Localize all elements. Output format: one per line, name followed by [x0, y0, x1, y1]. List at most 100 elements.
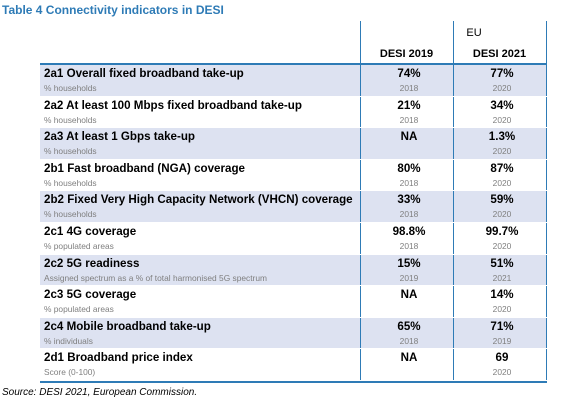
column-header-row: DESI 2019 DESI 2021	[40, 21, 547, 65]
table-row: 2c1 4G coverage % populated areas 98.8% 201…	[40, 222, 547, 255]
column-divider	[546, 128, 547, 159]
indicator-unit: % households	[44, 177, 97, 188]
column-divider	[453, 349, 454, 380]
value-desi-2021: 71%	[490, 319, 514, 333]
reference-year-desi-2021: 2020	[492, 367, 512, 378]
reference-year-desi-2019: 2018	[399, 114, 419, 125]
column-divider	[546, 159, 547, 191]
column-header-desi-2019: DESI 2019	[379, 48, 434, 60]
column-divider	[360, 349, 361, 380]
value-desi-2019: 33%	[397, 193, 421, 207]
column-divider	[453, 317, 454, 349]
indicator-unit: Assigned spectrum as a % of total harmon…	[44, 272, 267, 283]
group-header-row: EU	[40, 21, 547, 44]
table-body: 2a1 Overall fixed broadband take-up % hou…	[40, 65, 547, 381]
reference-year-desi-2019: 2018	[399, 240, 419, 251]
column-divider	[360, 317, 361, 349]
column-header-desi-2021: DESI 2021	[472, 48, 527, 60]
indicator-unit: % individuals	[44, 335, 93, 346]
column-divider	[453, 191, 454, 222]
indicator-unit: % households	[44, 209, 97, 220]
value-desi-2021: 87%	[490, 161, 514, 175]
value-desi-2019: 80%	[397, 161, 421, 175]
indicator-unit: % households	[44, 146, 97, 157]
table-row: 2c4 Mobile broadband take-up % individual…	[40, 317, 547, 350]
column-divider	[360, 159, 361, 191]
reference-year-desi-2021: 2020	[492, 177, 512, 188]
indicator-label: 2a2 At least 100 Mbps fixed broadband ta…	[44, 98, 302, 112]
indicator-unit: % populated areas	[44, 304, 114, 315]
source-note: Source: DESI 2021, European Commission.	[2, 387, 198, 398]
reference-year-desi-2019: 2018	[399, 209, 419, 220]
value-desi-2019: NA	[400, 351, 418, 365]
indicator-label: 2c2 5G readiness	[44, 256, 140, 270]
column-divider	[360, 65, 361, 96]
indicator-unit: % populated areas	[44, 240, 114, 251]
value-desi-2021: 14%	[490, 288, 514, 302]
reference-year-desi-2021: 2020	[492, 114, 512, 125]
value-desi-2019: NA	[400, 288, 418, 302]
reference-year-desi-2021: 2020	[492, 146, 512, 157]
column-divider	[453, 96, 454, 128]
table-row: 2c3 5G coverage % populated areas NA 14% 202…	[40, 286, 547, 318]
value-desi-2019: 74%	[397, 67, 421, 80]
column-divider	[453, 21, 454, 65]
table-row: 2a1 Overall fixed broadband take-up % hou…	[40, 65, 547, 97]
column-divider	[546, 349, 547, 380]
value-desi-2021: 1.3%	[488, 130, 516, 144]
reference-year-desi-2021: 2020	[492, 240, 512, 251]
indicator-unit: Score (0-100)	[44, 367, 96, 378]
column-divider	[546, 222, 547, 254]
reference-year-desi-2019: 2018	[399, 177, 419, 188]
column-divider	[546, 286, 547, 317]
table-row: 2b2 Fixed Very High Capacity Network (VH…	[40, 191, 547, 223]
column-divider	[360, 21, 361, 65]
column-divider	[546, 191, 547, 222]
column-divider	[453, 65, 454, 96]
value-desi-2019: 65%	[397, 319, 421, 333]
value-desi-2019: NA	[400, 130, 418, 144]
indicator-label: 2d1 Broadband price index	[44, 351, 193, 365]
table-row: 2d1 Broadband price index Score (0-100) NA…	[40, 349, 547, 381]
column-divider	[360, 222, 361, 254]
indicator-label: 2c1 4G coverage	[44, 224, 137, 238]
table-row: 2a2 At least 100 Mbps fixed broadband ta…	[40, 96, 547, 129]
value-desi-2019: 21%	[397, 98, 421, 112]
reference-year-desi-2021: 2019	[492, 335, 512, 346]
column-divider	[546, 21, 547, 65]
column-divider	[360, 254, 361, 286]
column-divider	[360, 128, 361, 159]
column-divider	[360, 286, 361, 317]
column-divider	[453, 254, 454, 286]
value-desi-2021: 59%	[490, 193, 514, 207]
reference-year-desi-2021: 2020	[492, 209, 512, 220]
value-desi-2021: 51%	[490, 256, 514, 270]
indicator-label: 2a1 Overall fixed broadband take-up	[44, 67, 244, 80]
column-divider	[453, 286, 454, 317]
value-desi-2021: 99.7%	[485, 224, 519, 238]
indicator-unit: % households	[44, 83, 97, 93]
value-desi-2019: 98.8%	[392, 224, 426, 238]
column-divider	[360, 96, 361, 128]
column-divider	[546, 317, 547, 349]
column-divider	[546, 254, 547, 286]
column-divider	[360, 191, 361, 222]
reference-year-desi-2019: 2018	[399, 335, 419, 346]
indicator-unit: % households	[44, 114, 97, 125]
table-row: 2c2 5G readiness Assigned spectrum as a %…	[40, 254, 547, 287]
reference-year-desi-2019: 2019	[399, 272, 419, 283]
reference-year-desi-2021: 2020	[492, 304, 512, 315]
indicator-label: 2c4 Mobile broadband take-up	[44, 319, 211, 333]
bottom-rule	[40, 380, 547, 383]
table-title: Table 4 Connectivity indicators in DESI	[2, 3, 224, 17]
column-divider	[546, 96, 547, 128]
indicator-label: 2c3 5G coverage	[44, 288, 137, 302]
value-desi-2021: 34%	[490, 98, 514, 112]
column-divider	[453, 128, 454, 159]
connectivity-table: EU DESI 2019 DESI 2021 2a1 Overall fixed…	[40, 21, 547, 383]
table-row: 2a3 At least 1 Gbps take-up % households N…	[40, 128, 547, 160]
column-divider	[453, 222, 454, 254]
indicator-label: 2b2 Fixed Very High Capacity Network (VH…	[44, 193, 353, 207]
value-desi-2021: 77%	[490, 67, 514, 80]
